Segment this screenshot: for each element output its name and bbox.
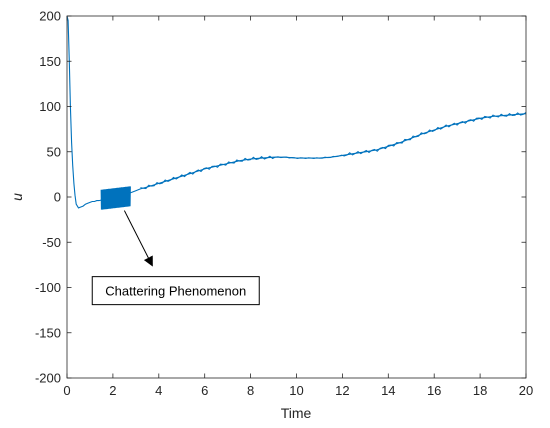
- y-tick-label: -100: [35, 280, 61, 295]
- annotation-text: Chattering Phenomenon: [105, 284, 246, 299]
- annotation-box: [91, 276, 260, 306]
- x-tick-label: 16: [427, 383, 441, 398]
- axes-layer: 0 2 4 6 8 10 12 14 16 18 20 -200 -150 -100 -50 0 50 100 15…: [35, 9, 533, 399]
- x-tick-label: 10: [289, 383, 303, 398]
- y-tick-label: 0: [54, 190, 61, 205]
- x-tick-label: 6: [201, 383, 208, 398]
- x-tick-label: 0: [63, 383, 70, 398]
- x-tick-label: 4: [155, 383, 162, 398]
- y-tick-label: 100: [39, 99, 61, 114]
- y-tick-label: 150: [39, 54, 61, 69]
- series-layer: [66, 15, 527, 210]
- x-axis-title: Time: [281, 405, 312, 421]
- y-tick-label: -200: [35, 371, 61, 386]
- y-axis-title: u: [9, 193, 25, 201]
- series-ripple: [140, 111, 527, 190]
- x-tick-label: 14: [381, 383, 395, 398]
- y-tick-label: -50: [42, 235, 61, 250]
- y-tick-label: -150: [35, 325, 61, 340]
- annotation-arrow: [123, 210, 153, 267]
- x-tick-label: 2: [109, 383, 116, 398]
- y-tick-label: 200: [39, 9, 61, 24]
- annotation-layer: Chattering Phenomenon: [91, 210, 260, 306]
- plot-area: [67, 16, 526, 378]
- x-tick-label: 12: [335, 383, 349, 398]
- x-tick-label: 20: [519, 383, 533, 398]
- y-tick-label: 50: [47, 144, 61, 159]
- x-tick-label: 8: [247, 383, 254, 398]
- chattering-band: [100, 186, 131, 210]
- x-tick-label: 18: [473, 383, 487, 398]
